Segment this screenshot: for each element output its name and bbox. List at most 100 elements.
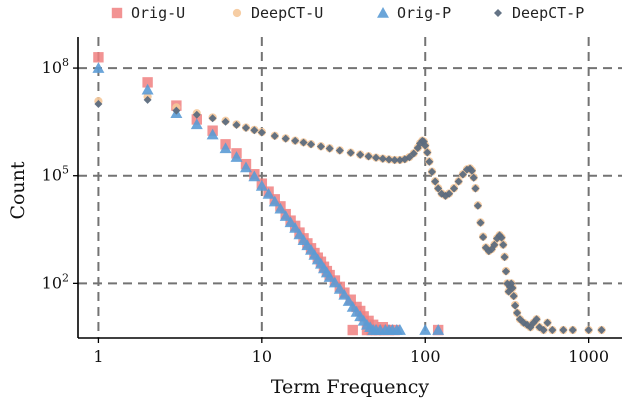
legend-item-deepct-u: DeepCT-U	[232, 4, 323, 22]
legend-marker	[494, 9, 502, 17]
data-point	[346, 148, 355, 157]
legend-label: DeepCT-P	[512, 4, 584, 22]
legend-marker	[232, 8, 242, 18]
data-point	[93, 52, 104, 63]
y-axis-label: Count	[7, 161, 29, 219]
data-point	[230, 151, 243, 162]
data-point	[270, 132, 279, 140]
data-point	[425, 157, 434, 166]
data-point	[323, 271, 336, 282]
grid-lines	[78, 37, 622, 338]
data-point	[584, 326, 593, 335]
data-point	[508, 284, 517, 293]
tick-labels: 1 10 100 1000 102 105 108	[42, 56, 609, 366]
data-point	[432, 324, 445, 335]
data-point	[208, 114, 217, 123]
data-point	[490, 240, 499, 249]
data-point	[325, 144, 334, 153]
data-point	[347, 324, 358, 336]
data-point	[513, 308, 522, 317]
data-point	[289, 221, 302, 233]
data-point	[462, 165, 471, 174]
x-axis-label: Term Frequency	[271, 376, 430, 398]
data-point	[454, 177, 463, 186]
data-point	[390, 156, 399, 165]
data-point	[421, 141, 430, 150]
data-point	[501, 267, 510, 276]
data-point	[479, 233, 488, 242]
data-point	[445, 189, 454, 198]
data-point	[307, 140, 316, 149]
data-point	[487, 245, 496, 254]
legend-label: DeepCT-U	[251, 4, 323, 22]
data-point	[597, 326, 606, 335]
data-point	[419, 137, 428, 146]
legend-marker	[111, 7, 123, 19]
x-tick-label: 100	[410, 347, 441, 366]
data-point	[279, 210, 292, 221]
legend-label: Orig-U	[131, 4, 185, 22]
data-point	[413, 144, 422, 153]
data-point	[458, 170, 467, 179]
data-point	[469, 173, 478, 182]
data-point	[192, 110, 201, 119]
data-point	[232, 120, 241, 129]
data-point	[409, 149, 418, 158]
data-point	[499, 240, 508, 249]
y-tick-label: 108	[42, 56, 69, 77]
data-point	[143, 95, 152, 104]
data-point	[405, 153, 414, 162]
x-tick-label: 1	[93, 347, 103, 366]
data-point	[316, 142, 325, 151]
data-point	[172, 106, 181, 115]
data-point	[503, 279, 512, 288]
data-point	[568, 326, 577, 335]
data-point	[535, 323, 544, 332]
legend-label: Orig-P	[397, 4, 451, 22]
data-point	[509, 292, 518, 301]
data-point	[559, 326, 568, 335]
legend-item-deepct-p: DeepCT-P	[494, 4, 584, 22]
data-point	[423, 148, 432, 157]
data-point	[221, 117, 230, 126]
data-point	[393, 324, 406, 335]
data-point	[476, 218, 485, 227]
data-point	[255, 179, 268, 191]
data-point	[532, 315, 541, 324]
data-point	[419, 324, 432, 335]
data-point	[356, 150, 365, 159]
y-tick-label: 102	[42, 271, 69, 292]
data-point	[94, 99, 103, 108]
x-tick-label: 10	[252, 347, 272, 366]
data-point	[400, 155, 409, 164]
legend: Orig-U DeepCT-U Orig-P DeepCT-P	[111, 4, 584, 22]
data-point	[543, 318, 552, 327]
data-point	[257, 128, 266, 137]
data-point	[281, 134, 290, 143]
legend-marker	[377, 7, 389, 18]
legend-item-orig-u: Orig-U	[111, 4, 185, 22]
axes	[73, 37, 622, 343]
data-point	[338, 288, 351, 300]
data-point	[378, 154, 387, 163]
data-point	[240, 161, 252, 173]
data-point	[431, 177, 440, 186]
data-point	[142, 77, 153, 88]
data-point	[248, 170, 261, 182]
data-point	[92, 62, 105, 73]
data-point	[333, 282, 346, 294]
series-deepct-p	[94, 95, 606, 335]
data-point	[274, 202, 287, 214]
data-point	[497, 233, 506, 242]
data-point	[364, 152, 373, 161]
data-point	[250, 126, 259, 135]
data-point	[395, 156, 404, 165]
data-point	[529, 318, 538, 327]
data-point	[481, 243, 490, 252]
data-point	[268, 195, 281, 207]
data-points	[92, 52, 606, 336]
data-point	[328, 276, 341, 288]
data-point	[495, 231, 504, 240]
y-tick-label: 105	[42, 164, 69, 185]
